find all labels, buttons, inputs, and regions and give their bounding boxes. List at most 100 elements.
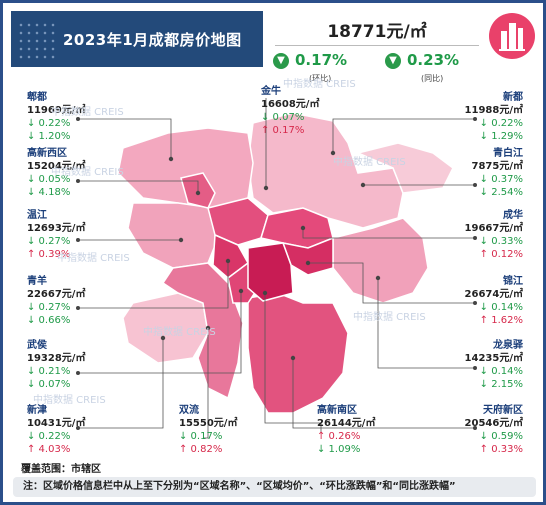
district-gxnq (247, 242, 294, 302)
region-card-pidu: 郫都 11969元/㎡ ↓ 0.22% ↓ 1.20% (27, 91, 123, 151)
region-card-longquanyi: 龙泉驿 14235元/㎡ ↓ 0.14% ↓ 2.15% (427, 339, 523, 399)
leader-dots (76, 117, 477, 430)
region-name: 新津 (27, 405, 47, 416)
region-card-tianfu: 天府新区 20546元/㎡ ↓ 0.59% ↑ 0.33% (427, 404, 523, 464)
region-price: 15550元/㎡ (179, 418, 238, 429)
down-arrow-icon: ▼ (273, 53, 289, 69)
region-name: 青白江 (493, 148, 523, 159)
down-arrow-icon: ▼ (385, 53, 401, 69)
dot-pattern (17, 21, 57, 61)
region-yoy: ↑ 0.33% (479, 444, 523, 455)
district-tianfu (247, 292, 349, 414)
region-name: 成华 (503, 210, 523, 221)
city-skyline-icon (489, 13, 535, 59)
region-yoy: ↓ 1.20% (27, 131, 71, 142)
city-average-price: 18771元/㎡ (327, 22, 427, 42)
district-map (76, 98, 477, 439)
region-card-gxnq: 高新南区 26144元/㎡ ↑ 0.26% ↓ 1.09% (317, 404, 413, 464)
region-yoy: ↓ 2.54% (479, 187, 523, 198)
region-card-wuhou: 武侯 19328元/㎡ ↓ 0.21% ↓ 0.07% (27, 339, 123, 399)
summary-divider (275, 45, 479, 46)
region-card-xindu: 新都 11988元/㎡ ↓ 0.22% ↓ 1.29% (427, 91, 523, 151)
region-mom: ↓ 0.14% (479, 366, 523, 377)
yoy-value: 0.23% (407, 51, 460, 69)
region-price: 19667元/㎡ (464, 223, 523, 234)
region-name: 温江 (27, 210, 47, 221)
region-price: 20546元/㎡ (464, 418, 523, 429)
mom-value: 0.17% (295, 51, 348, 69)
region-price: 26674元/㎡ (464, 289, 523, 300)
region-yoy: ↑ 0.12% (479, 249, 523, 260)
region-price: 11969元/㎡ (27, 105, 86, 116)
region-price: 12693元/㎡ (27, 223, 86, 234)
page-title: 2023年1月成都房价地图 (63, 31, 242, 49)
region-card-qingyang: 青羊 22667元/㎡ ↓ 0.27% ↓ 0.66% (27, 275, 123, 335)
region-mom: ↓ 0.22% (27, 118, 71, 129)
district-longquanyi (332, 217, 429, 304)
leader-lines (78, 98, 475, 439)
region-yoy: ↑ 4.03% (27, 444, 71, 455)
region-name: 双流 (179, 405, 199, 416)
region-yoy: ↓ 4.18% (27, 187, 71, 198)
region-mom: ↓ 0.22% (27, 431, 71, 442)
region-card-chenghua: 成华 19667元/㎡ ↓ 0.33% ↑ 0.12% (427, 209, 523, 269)
region-card-jinjiang: 锦江 26674元/㎡ ↓ 0.14% ↑ 1.62% (427, 275, 523, 335)
region-price: 7875元/㎡ (471, 161, 523, 172)
region-name: 高新西区 (27, 148, 67, 159)
region-mom: ↓ 0.17% (179, 431, 223, 442)
region-card-shuangliu: 双流 15550元/㎡ ↓ 0.17% ↑ 0.82% (179, 404, 275, 464)
district-xindu (247, 112, 404, 229)
title-banner: 2023年1月成都房价地图 (11, 11, 263, 67)
region-card-qingbaijiang: 青白江 7875元/㎡ ↓ 0.37% ↓ 2.54% (427, 147, 523, 207)
city-summary: 18771元/㎡ ▼ 0.17% (环比) ▼ 0.23% (同比) (269, 11, 485, 83)
region-mom: ↓ 0.22% (479, 118, 523, 129)
region-name: 龙泉驿 (493, 340, 523, 351)
region-mom: ↑ 0.26% (317, 431, 361, 442)
region-mom: ↓ 0.37% (479, 174, 523, 185)
region-mom: ↓ 0.27% (27, 236, 71, 247)
region-card-gxxq: 高新西区 15204元/㎡ ↓ 0.05% ↓ 4.18% (27, 147, 123, 207)
mom-change: ▼ 0.17% (环比) (273, 51, 373, 87)
district-qingbaijiang (355, 142, 454, 194)
region-yoy: ↑ 1.62% (479, 315, 523, 326)
region-yoy: ↓ 0.07% (27, 379, 71, 390)
region-name: 武侯 (27, 340, 47, 351)
region-price: 22667元/㎡ (27, 289, 86, 300)
region-price: 16608元/㎡ (261, 99, 320, 110)
region-card-wenjiang: 温江 12693元/㎡ ↓ 0.27% ↑ 0.39% (27, 209, 123, 269)
region-mom: ↓ 0.21% (27, 366, 71, 377)
region-price: 15204元/㎡ (27, 161, 86, 172)
region-price: 26144元/㎡ (317, 418, 376, 429)
footnote: 注：区域价格信息栏中从上至下分别为“区域名称”、“区域均价”、“环比涨跌幅”和“… (13, 477, 536, 497)
region-name: 新都 (503, 92, 523, 103)
yoy-label: (同比) (421, 74, 444, 83)
region-card-jinniu: 金牛 16608元/㎡ ↓ 0.07% ↑ 0.17% (261, 85, 357, 145)
region-mom: ↓ 0.07% (261, 112, 305, 123)
region-mom: ↓ 0.59% (479, 431, 523, 442)
region-name: 金牛 (261, 86, 281, 97)
region-yoy: ↓ 1.29% (479, 131, 523, 142)
region-mom: ↓ 0.33% (479, 236, 523, 247)
yoy-change: ▼ 0.23% (同比) (385, 51, 485, 87)
region-yoy: ↓ 0.66% (27, 315, 71, 326)
region-yoy: ↑ 0.82% (179, 444, 223, 455)
region-yoy: ↑ 0.39% (27, 249, 71, 260)
region-yoy: ↓ 2.15% (479, 379, 523, 390)
region-mom: ↓ 0.14% (479, 302, 523, 313)
region-price: 14235元/㎡ (464, 353, 523, 364)
region-card-xinjin: 新津 10431元/㎡ ↓ 0.22% ↑ 4.03% (27, 404, 123, 464)
region-name: 高新南区 (317, 405, 357, 416)
region-name: 天府新区 (483, 405, 523, 416)
coverage-scope: 覆盖范围：市辖区 (21, 464, 101, 475)
region-name: 郫都 (27, 92, 47, 103)
region-yoy: ↓ 1.09% (317, 444, 361, 455)
district-xinjin (122, 292, 209, 364)
mom-label: (环比) (309, 74, 332, 83)
region-mom: ↓ 0.27% (27, 302, 71, 313)
region-price: 11988元/㎡ (464, 105, 523, 116)
region-price: 19328元/㎡ (27, 353, 86, 364)
region-yoy: ↑ 0.17% (261, 125, 305, 136)
region-price: 10431元/㎡ (27, 418, 86, 429)
region-name: 锦江 (503, 276, 523, 287)
